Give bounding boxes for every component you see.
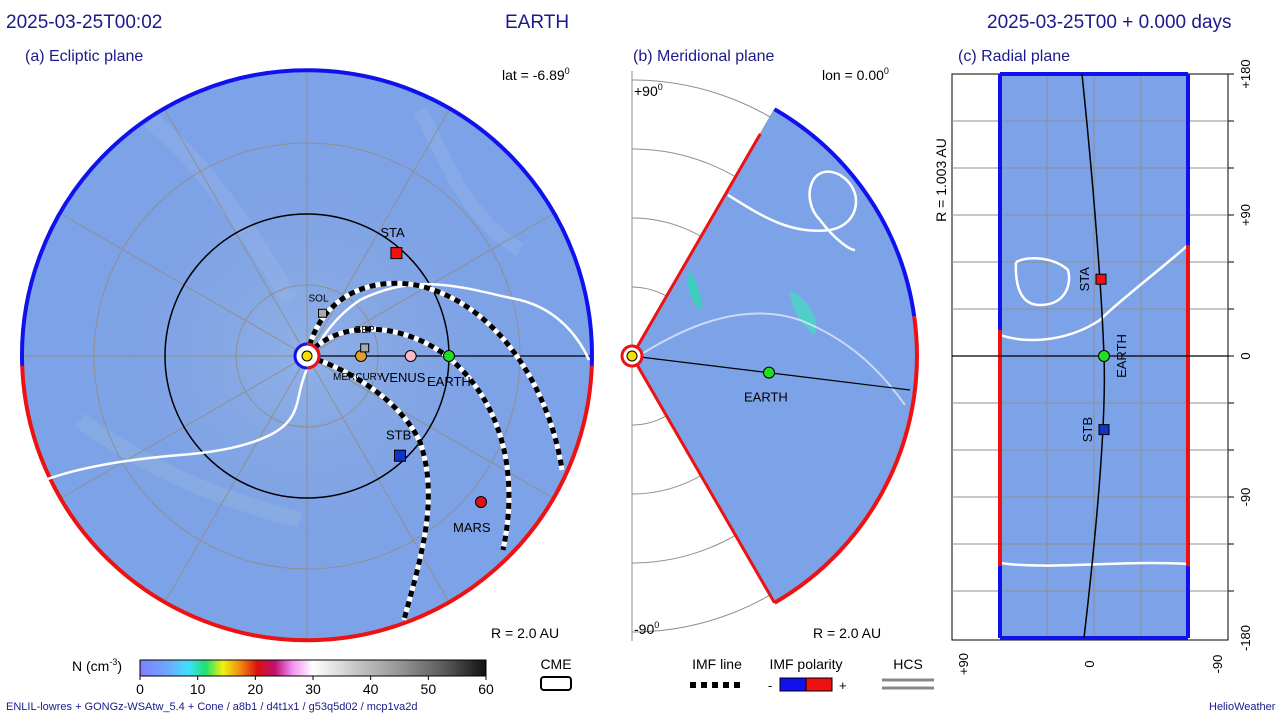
body-marker-earth (443, 350, 455, 362)
radial-body-label-stb: STB (1080, 417, 1095, 442)
body-marker-sol (318, 308, 327, 318)
target-name: EARTH (505, 12, 570, 33)
radial-body-marker-earth (1098, 350, 1110, 362)
imf-polarity-rim-negative (20, 68, 594, 366)
body-mars: MARS (453, 496, 491, 535)
radial-lat-tick: 0 (1082, 660, 1097, 667)
meridional-body-earth: EARTH (744, 366, 788, 405)
radial-radius-label: R = 1.003 AU (933, 138, 949, 222)
body-label-stb: STB (386, 428, 411, 443)
radial-lon-tick: -90 (1238, 488, 1253, 507)
body-bep: BEP (355, 325, 375, 353)
imf-polarity-rim-positive (20, 365, 594, 643)
cme-legend-label: CME (540, 656, 571, 672)
sun-marker-meridional (626, 350, 638, 362)
radial-hcs-upper (999, 244, 1189, 342)
ecliptic-title: (a) Ecliptic plane (25, 48, 144, 65)
radial-lon-tick: +180 (1238, 59, 1253, 88)
radial-title: (c) Radial plane (958, 48, 1071, 65)
body-marker-venus (404, 350, 417, 362)
colorbar-gradient (139, 659, 487, 677)
radial-lon-tick: +90 (1238, 204, 1253, 226)
radial-lon-tick: -180 (1238, 625, 1253, 651)
heliospheric-current-sheet (21, 283, 591, 492)
radial-body-label-earth: EARTH (1114, 334, 1129, 378)
body-label-mars: MARS (453, 520, 491, 535)
body-earth: EARTH (427, 350, 471, 389)
body-marker-sta (390, 247, 403, 260)
radial-body-marker-sta (1095, 273, 1107, 285)
polarity-plus-label: + (839, 678, 847, 693)
meridional-lon-label: lon = 0.000 (822, 66, 889, 83)
polarity-positive-swatch (805, 677, 833, 692)
radial-lon-tick: 0 (1238, 352, 1253, 359)
credit-footer: HelioWeather (1209, 701, 1276, 713)
colorbar-label: N (cm-3) (72, 657, 122, 674)
body-stb: STB (386, 428, 411, 462)
body-label-mercury: MERCURY (333, 372, 384, 383)
meridional-top-label: +900 (634, 82, 663, 99)
ecliptic-radius-label: R = 2.0 AU (491, 625, 559, 641)
colorbar-tick-label: 0 (136, 681, 144, 697)
meridional-body-marker-earth (763, 366, 775, 379)
imf-polarity-legend-label: IMF polarity (769, 656, 842, 672)
body-venus: VENUS (381, 350, 426, 385)
body-marker-bep (360, 343, 370, 353)
colorbar-tick-label: 10 (190, 681, 206, 697)
radial-body-label-sta: STA (1077, 267, 1092, 292)
body-label-sta: STA (380, 225, 405, 240)
colorbar-tick-label: 50 (421, 681, 437, 697)
radial-body-earth: EARTH (1098, 334, 1129, 378)
cme-legend-swatch (540, 676, 572, 691)
body-label-earth: EARTH (427, 374, 471, 389)
polarity-minus-label: - (768, 678, 772, 693)
radial-body-sta: STA (1077, 267, 1107, 292)
body-marker-mars (475, 496, 487, 508)
colorbar: N (cm-3) 0 10 20 30 40 50 60 (72, 657, 494, 697)
imf-line-legend-label: IMF line (692, 656, 742, 672)
hcs-legend-label: HCS (893, 656, 923, 672)
colorbar-tick-label: 40 (363, 681, 379, 697)
meridional-body-label-earth: EARTH (744, 390, 788, 405)
body-sta: STA (380, 225, 405, 260)
body-marker-stb (394, 449, 406, 462)
radial-plane-panel: STA EARTH STB +180 +90 0 -90 -180 +90 0 -90 R = 1… (933, 59, 1253, 675)
polarity-negative-swatch (779, 677, 807, 692)
sun-marker (301, 350, 313, 362)
colorbar-tick-label: 30 (305, 681, 321, 697)
body-sol: SOL (309, 293, 329, 318)
body-label-sol: SOL (309, 293, 329, 304)
model-footer: ENLIL-lowres + GONGz-WSAtw_5.4 + Cone / … (6, 701, 418, 713)
run-time: 2025-03-25T00 + 0.000 days (987, 12, 1232, 33)
radial-body-stb: STB (1080, 417, 1110, 442)
body-label-bep: BEP (355, 325, 375, 336)
meridional-density-map (632, 109, 917, 603)
ecliptic-lat-label: lat = -6.890 (502, 66, 570, 83)
meridional-plane-panel: EARTH (620, 71, 919, 641)
meridional-hcs (727, 170, 858, 252)
meridional-bottom-label: -900 (634, 620, 659, 637)
radial-hcs-loop (1014, 257, 1071, 307)
body-label-venus: VENUS (381, 370, 426, 385)
timestamp: 2025-03-25T00:02 (6, 12, 163, 33)
imf-field-lines (304, 280, 565, 621)
radial-hcs-lower (999, 561, 1189, 567)
radial-lat-tick: +90 (956, 653, 971, 675)
colorbar-tick-label: 60 (478, 681, 494, 697)
meridional-radius-label: R = 2.0 AU (813, 625, 881, 641)
colorbar-tick-label: 20 (248, 681, 264, 697)
radial-body-marker-stb (1098, 424, 1110, 436)
meridional-title: (b) Meridional plane (633, 48, 775, 65)
radial-lat-tick: -90 (1210, 655, 1225, 674)
